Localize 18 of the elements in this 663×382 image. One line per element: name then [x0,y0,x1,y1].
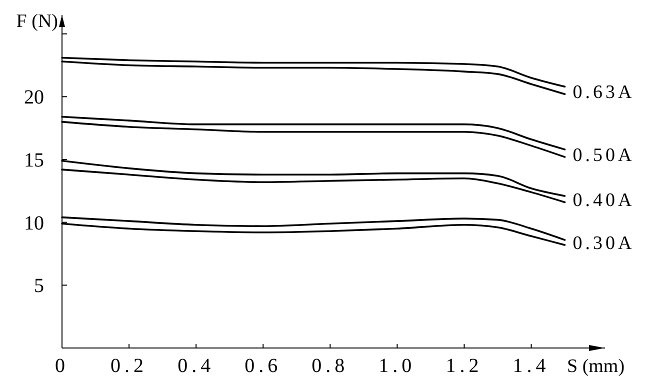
x-tick-label: 1.0 [378,355,416,377]
y-axis-title: F (N) [16,11,58,32]
series-label: 0.50A [572,144,635,166]
x-tick-label: 1.2 [446,355,483,377]
x-axis-title: S (mm) [567,356,625,377]
y-tick-label: 20 [24,86,44,109]
x-tick-label: 0.2 [110,355,148,377]
x-tick-label: 1.4 [512,355,550,377]
series-label: 0.40A [572,190,635,212]
series-label: 0.63A [572,82,635,104]
y-tick-label: 5 [34,275,44,298]
y-tick-label: 10 [24,212,44,234]
series-label: 0.30A [572,232,635,254]
x-tick-label: 0 [55,355,69,377]
y-tick-label: 15 [24,150,44,172]
x-tick-label: 0.6 [244,355,282,377]
x-tick-label: 0.8 [312,355,349,377]
x-tick-label: 0.4 [178,355,215,377]
